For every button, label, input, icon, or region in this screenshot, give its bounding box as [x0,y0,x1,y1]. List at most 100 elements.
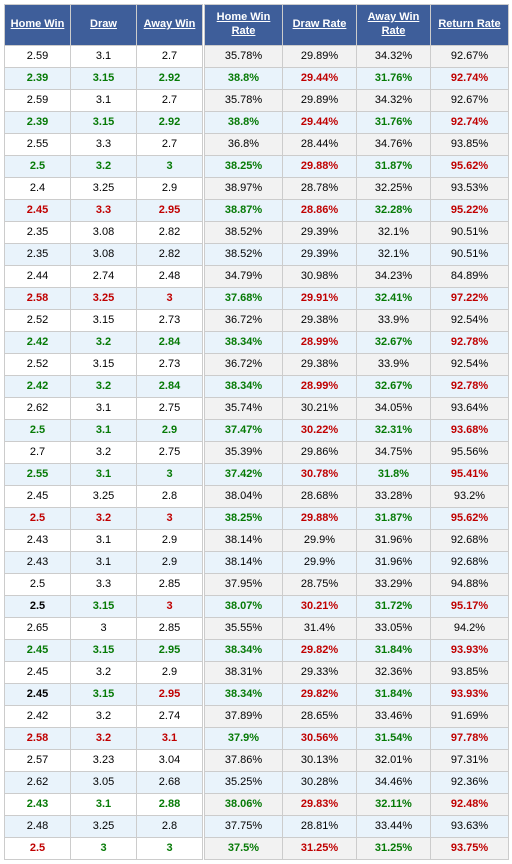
cell-away-win-rate: 31.87% [357,507,431,529]
cell-draw: 3.1 [71,551,137,573]
cell-return-rate: 97.78% [431,727,509,749]
cell-away-win: 2.74 [137,705,203,727]
cell-home-win: 2.39 [5,67,71,89]
cell-away-win: 3.1 [137,727,203,749]
col-return-rate[interactable]: Return Rate [431,5,509,46]
cell-home-win: 2.57 [5,749,71,771]
cell-return-rate: 95.56% [431,441,509,463]
table-row: 2.583.25337.68%29.91%32.41%97.22% [5,287,509,309]
cell-away-win-rate: 32.28% [357,199,431,221]
cell-home-win-rate: 35.78% [205,45,283,67]
table-row: 2.523.152.7336.72%29.38%33.9%92.54% [5,309,509,331]
table-row: 2.6532.8535.55%31.4%33.05%94.2% [5,617,509,639]
table-row: 2.623.052.6835.25%30.28%34.46%92.36% [5,771,509,793]
cell-return-rate: 93.53% [431,177,509,199]
table-row: 2.442.742.4834.79%30.98%34.23%84.89% [5,265,509,287]
cell-draw-rate: 28.99% [283,331,357,353]
cell-away-win-rate: 32.01% [357,749,431,771]
cell-home-win: 2.45 [5,639,71,661]
cell-home-win-rate: 38.87% [205,199,283,221]
cell-away-win-rate: 31.25% [357,837,431,859]
cell-return-rate: 93.2% [431,485,509,507]
cell-away-win-rate: 32.11% [357,793,431,815]
cell-return-rate: 92.67% [431,89,509,111]
cell-home-win: 2.62 [5,771,71,793]
cell-away-win: 2.88 [137,793,203,815]
cell-home-win-rate: 38.52% [205,243,283,265]
cell-draw: 3.15 [71,595,137,617]
col-away-win-rate[interactable]: Away Win Rate [357,5,431,46]
cell-draw-rate: 30.13% [283,749,357,771]
table-row: 2.353.082.8238.52%29.39%32.1%90.51% [5,221,509,243]
cell-away-win: 2.95 [137,683,203,705]
cell-draw: 3.15 [71,309,137,331]
cell-home-win: 2.59 [5,45,71,67]
col-away-win[interactable]: Away Win [137,5,203,46]
cell-away-win-rate: 33.44% [357,815,431,837]
cell-away-win: 2.9 [137,551,203,573]
col-draw-rate[interactable]: Draw Rate [283,5,357,46]
cell-home-win-rate: 38.34% [205,331,283,353]
cell-draw-rate: 30.78% [283,463,357,485]
cell-home-win: 2.59 [5,89,71,111]
cell-home-win-rate: 37.5% [205,837,283,859]
cell-away-win: 2.85 [137,573,203,595]
table-row: 2.53.2338.25%29.88%31.87%95.62% [5,507,509,529]
col-draw[interactable]: Draw [71,5,137,46]
cell-draw-rate: 30.28% [283,771,357,793]
table-row: 2.353.082.8238.52%29.39%32.1%90.51% [5,243,509,265]
cell-home-win-rate: 35.78% [205,89,283,111]
cell-draw: 3.3 [71,573,137,595]
cell-home-win-rate: 36.72% [205,353,283,375]
table-row: 2.573.233.0437.86%30.13%32.01%97.31% [5,749,509,771]
cell-away-win-rate: 34.32% [357,45,431,67]
cell-home-win: 2.45 [5,683,71,705]
cell-home-win-rate: 37.9% [205,727,283,749]
col-home-win-rate[interactable]: Home Win Rate [205,5,283,46]
cell-return-rate: 90.51% [431,221,509,243]
cell-home-win-rate: 36.8% [205,133,283,155]
cell-home-win: 2.42 [5,331,71,353]
cell-home-win: 2.35 [5,243,71,265]
cell-away-win-rate: 32.67% [357,375,431,397]
col-home-win[interactable]: Home Win [5,5,71,46]
cell-draw: 3.1 [71,793,137,815]
cell-draw-rate: 29.44% [283,67,357,89]
cell-home-win: 2.5 [5,419,71,441]
table-row: 2.433.12.938.14%29.9%31.96%92.68% [5,551,509,573]
cell-away-win: 2.85 [137,617,203,639]
cell-draw: 3.2 [71,727,137,749]
table-row: 2.423.22.7437.89%28.65%33.46%91.69% [5,705,509,727]
cell-return-rate: 93.68% [431,419,509,441]
cell-away-win: 2.9 [137,661,203,683]
cell-away-win-rate: 31.96% [357,551,431,573]
cell-home-win-rate: 38.06% [205,793,283,815]
cell-home-win-rate: 37.75% [205,815,283,837]
cell-away-win-rate: 32.36% [357,661,431,683]
header-row: Home Win Draw Away Win Home Win Rate Dra… [5,5,509,46]
cell-home-win: 2.43 [5,529,71,551]
cell-draw-rate: 29.88% [283,155,357,177]
cell-home-win: 2.5 [5,573,71,595]
cell-draw-rate: 28.78% [283,177,357,199]
cell-home-win-rate: 36.72% [205,309,283,331]
table-row: 2.423.22.8438.34%28.99%32.67%92.78% [5,331,509,353]
cell-return-rate: 93.93% [431,639,509,661]
cell-draw: 3.1 [71,463,137,485]
cell-draw-rate: 28.68% [283,485,357,507]
cell-draw: 3.3 [71,199,137,221]
cell-home-win-rate: 37.42% [205,463,283,485]
cell-home-win: 2.4 [5,177,71,199]
cell-draw: 3.15 [71,353,137,375]
cell-home-win-rate: 38.25% [205,155,283,177]
cell-draw-rate: 29.33% [283,661,357,683]
cell-home-win-rate: 38.8% [205,67,283,89]
cell-home-win-rate: 37.95% [205,573,283,595]
cell-away-win-rate: 33.28% [357,485,431,507]
cell-draw: 3.1 [71,45,137,67]
cell-away-win: 2.7 [137,89,203,111]
cell-away-win: 2.9 [137,529,203,551]
cell-home-win-rate: 38.14% [205,529,283,551]
cell-home-win: 2.55 [5,463,71,485]
cell-return-rate: 94.88% [431,573,509,595]
